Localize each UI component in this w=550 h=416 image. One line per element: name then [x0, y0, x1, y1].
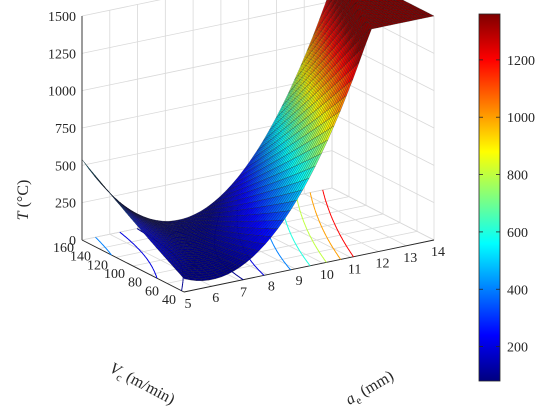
- y-axis-label: ae (mm): [343, 368, 398, 412]
- colorbar-ticks: 200 400 600 800 1000 1200: [479, 54, 535, 356]
- surface-patch: [180, 275, 191, 281]
- y-tick-label: 7: [240, 285, 247, 300]
- x-tick-label: 60: [145, 284, 159, 299]
- x-tick-label: 80: [128, 276, 142, 291]
- contour-line: [295, 195, 327, 263]
- y-tick-label: 10: [320, 268, 334, 283]
- y-axis-line: [183, 239, 435, 293]
- contour-line: [309, 192, 342, 260]
- colorbar-tick-label: 800: [507, 169, 528, 184]
- grid-line: [81, 0, 333, 54]
- grid-line: [81, 0, 161, 17]
- contour-line: [322, 189, 354, 258]
- colorbar-tick-label: 400: [507, 283, 528, 298]
- x-tick-label: 40: [162, 293, 176, 308]
- x-tick-label: 160: [53, 241, 74, 256]
- colorbar-tick-label: 1200: [507, 54, 535, 69]
- y-tick-label: 6: [212, 291, 219, 306]
- y-tick-label: 12: [375, 257, 389, 272]
- y-tick-label: 9: [296, 274, 303, 289]
- colorbar-tick-label: 200: [507, 341, 528, 356]
- colorbar-tick-label: 600: [507, 226, 528, 241]
- y-tick-label: 14: [431, 245, 445, 260]
- z-tick-label: 750: [55, 122, 76, 137]
- x-axis-line: [81, 239, 185, 293]
- z-tick-label: 500: [55, 159, 76, 174]
- y-tick-label: 11: [348, 262, 361, 277]
- y-tick-label: 8: [268, 280, 275, 295]
- axis-ticks: 0 250 500 750 1000 1250 1500 406080100120140160…: [48, 10, 445, 312]
- z-tick-label: 1000: [48, 85, 76, 100]
- z-tick-label: 0: [69, 234, 76, 249]
- z-tick-label: 250: [55, 197, 76, 212]
- x-axis-label: Vc (m/min): [105, 360, 177, 411]
- grid-line: [81, 75, 333, 129]
- surface: [81, 0, 435, 281]
- colorbar-tick-label: 1000: [507, 111, 535, 126]
- z-tick-label: 1500: [48, 10, 76, 25]
- x-tick-label: 140: [70, 250, 91, 265]
- colorbar: 200 400 600 800 1000 1200: [478, 13, 535, 382]
- y-tick-label: 13: [403, 251, 417, 266]
- y-tick-label: 5: [185, 297, 192, 312]
- z-axis-label: T (°C): [15, 180, 32, 221]
- colorbar-gradient: [478, 13, 501, 382]
- x-tick-label: 100: [104, 267, 125, 282]
- x-tick-label: 120: [87, 258, 108, 273]
- grid-line: [81, 38, 333, 92]
- z-tick-label: 1250: [48, 47, 76, 62]
